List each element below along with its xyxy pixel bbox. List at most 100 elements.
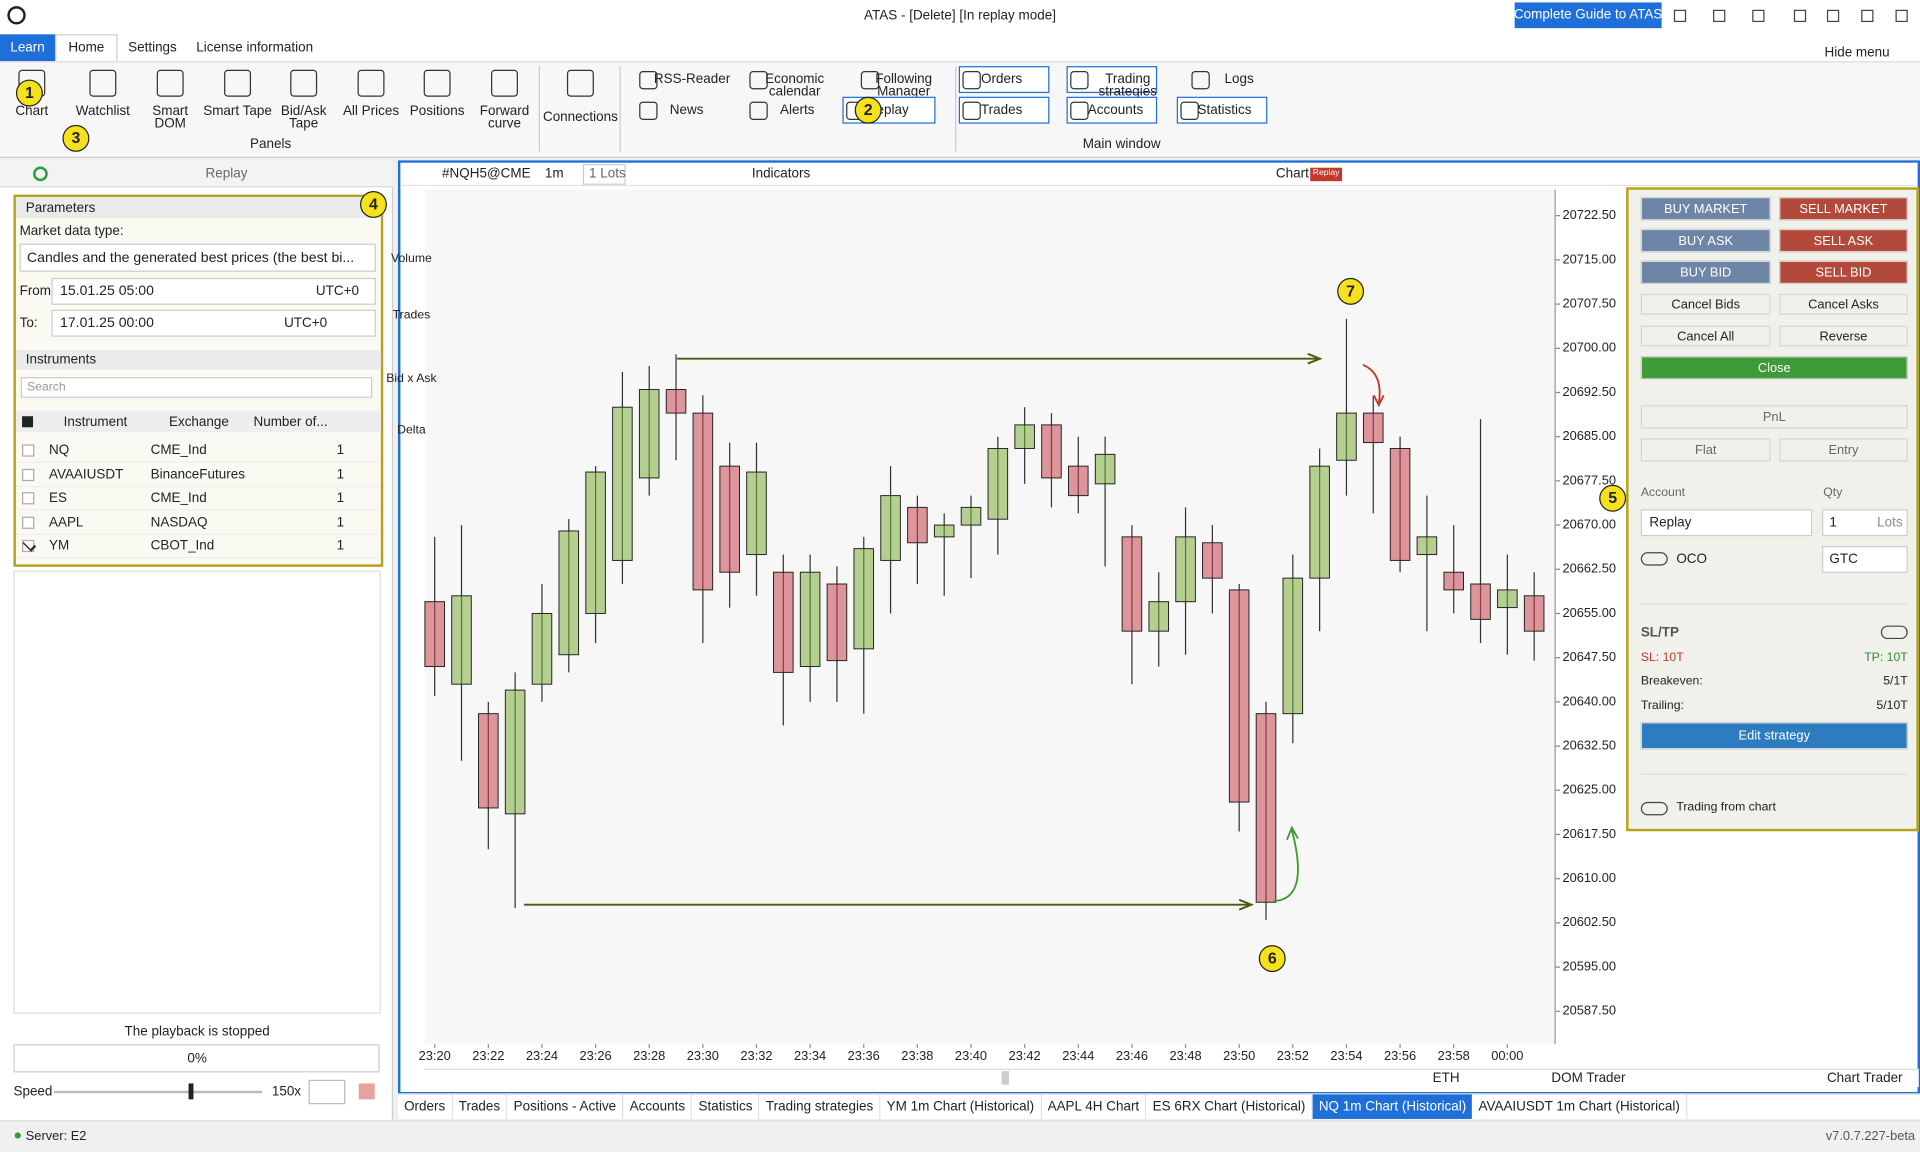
date-value[interactable]: 17.01.25 00:00	[60, 315, 154, 331]
select-value[interactable]: Candles and the generated best prices (t…	[26, 250, 355, 266]
ribbon-button[interactable]: Smart DOM	[152, 104, 189, 131]
bottom-tab[interactable]: YM 1m Chart (Historical)	[881, 1094, 1042, 1119]
side-tab[interactable]: Bid x Ask	[386, 372, 437, 386]
button-label[interactable]: Edit strategy	[1738, 728, 1811, 744]
menu-tab[interactable]	[55, 34, 118, 62]
date-value[interactable]: 15.01.25 05:00	[60, 284, 154, 299]
button[interactable]	[1640, 438, 1771, 462]
bottom-tab[interactable]: ES 6RX Chart (Historical)	[1147, 1094, 1313, 1119]
account-select[interactable]	[1640, 509, 1813, 537]
ribbon-button[interactable]: Trades	[980, 102, 1023, 118]
bottom-tab[interactable]: Trades	[453, 1094, 508, 1119]
button[interactable]	[1779, 438, 1908, 462]
bottom-tab[interactable]: Statistics	[692, 1094, 760, 1119]
ribbon-button[interactable]: Accounts	[1087, 102, 1144, 118]
bottom-tab[interactable]: Trading strategies	[760, 1094, 881, 1119]
toggle[interactable]	[1640, 552, 1668, 566]
ribbon-button[interactable]: Orders	[981, 72, 1023, 87]
window-control[interactable]	[1793, 9, 1807, 23]
menu-tab-label[interactable]: License information	[196, 40, 314, 56]
ribbon-button[interactable]: Trading strategies	[1098, 72, 1157, 100]
session-selector[interactable]: ETH	[1432, 1071, 1460, 1086]
button[interactable]	[1640, 325, 1771, 347]
timezone[interactable]: UTC+0	[284, 315, 328, 331]
hide-menu[interactable]: Hide menu	[1824, 45, 1890, 60]
side-tab[interactable]: Delta	[397, 423, 426, 438]
ribbon-button[interactable]: Logs	[1224, 72, 1254, 87]
lots-input[interactable]: 1 Lots	[588, 166, 626, 182]
window-control[interactable]	[1861, 9, 1874, 23]
button-label[interactable]: Cancel All	[1677, 328, 1735, 344]
ribbon-button[interactable]: News	[669, 102, 704, 118]
qty-value[interactable]: 1	[1829, 515, 1837, 531]
menu-tab-label[interactable]: Settings	[128, 40, 177, 56]
button[interactable]	[1640, 197, 1771, 221]
ribbon-button[interactable]: RSS-Reader	[653, 72, 731, 87]
ribbon-button[interactable]: Chart	[15, 104, 49, 119]
button-label[interactable]: Cancel Asks	[1808, 296, 1879, 312]
date-input[interactable]	[51, 277, 376, 305]
toggle[interactable]	[1880, 625, 1908, 640]
ribbon-button[interactable]: Forward curve	[479, 104, 530, 131]
menu-tab-label[interactable]: Home	[68, 40, 105, 56]
ribbon-button[interactable]: Following Manager	[875, 72, 933, 100]
button-label[interactable]: Entry	[1828, 442, 1859, 458]
button[interactable]	[1640, 356, 1908, 380]
button[interactable]	[1779, 260, 1908, 285]
checkbox[interactable]	[22, 416, 34, 428]
window-control[interactable]	[1826, 9, 1840, 23]
bottom-tab[interactable]: Orders	[398, 1094, 453, 1119]
tif-select[interactable]	[1822, 546, 1908, 573]
scroll-thumb[interactable]	[1001, 1071, 1009, 1085]
search-placeholder[interactable]: Search	[26, 380, 66, 395]
toggle[interactable]	[1640, 801, 1668, 816]
checkbox[interactable]	[22, 468, 35, 481]
button[interactable]	[1640, 228, 1771, 253]
button-label[interactable]: SELL ASK	[1813, 233, 1874, 248]
button-label[interactable]: SELL BID	[1815, 265, 1872, 280]
checkbox[interactable]	[22, 539, 35, 553]
tif-value[interactable]: GTC	[1829, 552, 1858, 567]
ribbon-button[interactable]: Smart Tape	[203, 104, 272, 119]
instrument-selector[interactable]: #NQH5@CME	[442, 166, 531, 182]
button-label[interactable]: BUY MARKET	[1664, 201, 1748, 217]
button-label[interactable]: Cancel Bids	[1671, 296, 1741, 312]
select[interactable]	[19, 243, 376, 272]
ribbon-button[interactable]: Positions	[409, 104, 465, 119]
checkbox[interactable]	[22, 492, 35, 505]
power-button[interactable]	[33, 166, 48, 182]
checkbox[interactable]	[22, 516, 35, 529]
button-label[interactable]: SELL MARKET	[1799, 201, 1888, 217]
indicators-button[interactable]: Indicators	[751, 166, 811, 182]
account-value[interactable]: Replay	[1649, 515, 1692, 531]
button[interactable]	[1779, 293, 1908, 315]
guide-button-label[interactable]: Complete Guide to ATAS	[1513, 7, 1663, 23]
ribbon-button[interactable]: Bid/Ask Tape	[280, 104, 327, 131]
button[interactable]	[1779, 325, 1908, 347]
ribbon-button[interactable]: Connections	[542, 110, 618, 125]
button-label[interactable]: Reverse	[1819, 328, 1868, 344]
button-label[interactable]: Close	[1757, 360, 1791, 376]
window-control[interactable]	[1895, 9, 1908, 23]
search-box[interactable]	[20, 377, 373, 398]
button[interactable]	[1640, 293, 1771, 315]
date-input[interactable]	[51, 309, 376, 337]
button-label[interactable]: PnL	[1762, 409, 1786, 425]
dom-trader-tab[interactable]: DOM Trader	[1551, 1071, 1626, 1086]
button[interactable]	[1640, 722, 1908, 750]
chart-trader-tab[interactable]: Chart Trader	[1826, 1071, 1903, 1086]
timeframe-selector[interactable]: 1m	[544, 166, 564, 182]
qty-input[interactable]	[1822, 509, 1908, 537]
button[interactable]	[1779, 197, 1908, 221]
side-tab[interactable]: Trades	[392, 308, 431, 322]
button[interactable]	[1779, 228, 1908, 253]
ribbon-button[interactable]: Alerts	[780, 102, 815, 118]
ribbon-button[interactable]: Watchlist	[75, 104, 130, 119]
window-control[interactable]	[1752, 9, 1765, 23]
button-label[interactable]: BUY ASK	[1678, 233, 1734, 248]
ribbon-button[interactable]: Statistics	[1197, 102, 1252, 118]
button[interactable]	[1640, 260, 1771, 285]
guide-button[interactable]	[1514, 2, 1662, 29]
bottom-tab[interactable]: AVAAIUSDT 1m Chart (Historical)	[1472, 1094, 1688, 1119]
window-control[interactable]	[1673, 9, 1687, 23]
